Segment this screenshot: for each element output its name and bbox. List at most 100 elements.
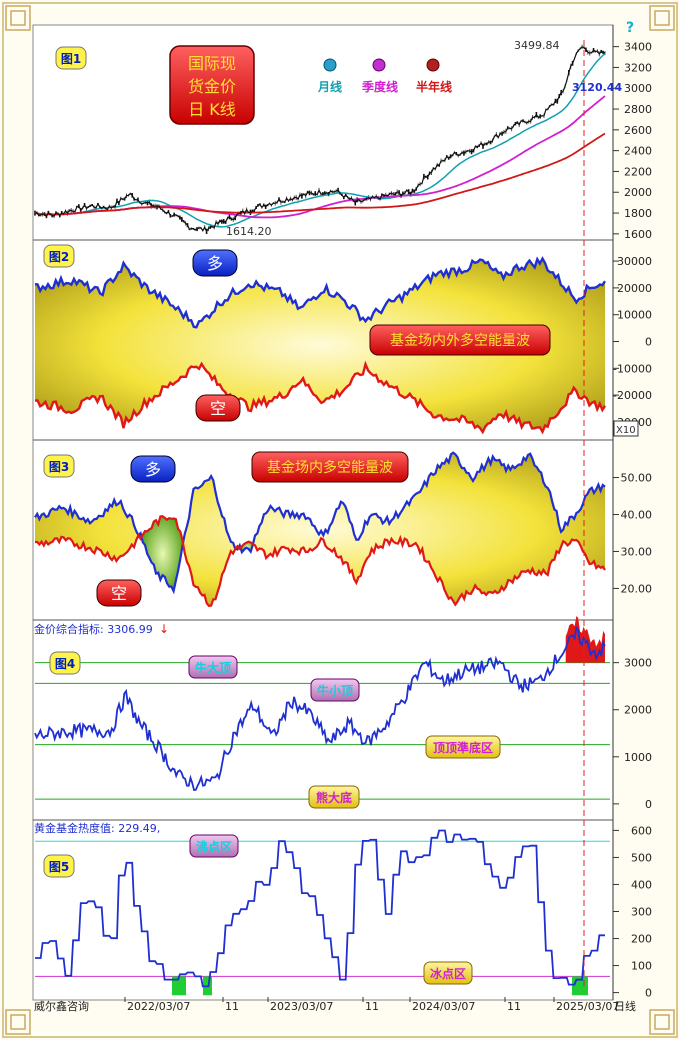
- x10-label: X10: [616, 425, 636, 436]
- fig5-badge: 图5: [43, 854, 75, 878]
- x-tick-label: 2022/03/07: [127, 1000, 190, 1013]
- p4-title: 金价综合指标: 3306.99: [34, 622, 153, 636]
- y-tick-label: 3200: [624, 61, 652, 74]
- y-tick-label: 20.00: [621, 582, 653, 595]
- fig4-badge: 图4: [49, 651, 81, 675]
- p5-boil: 沸点区: [196, 839, 232, 854]
- p5-title: 黄金基金热度值: 229.49,: [34, 821, 160, 835]
- title-box: 国际现 货金价 日 K线: [169, 45, 255, 125]
- panel3-bear-line: [35, 515, 606, 607]
- bull-label-2: 多: [207, 254, 223, 273]
- p5-heat-line: [35, 829, 605, 988]
- p5-boil-badge: 沸点区: [189, 834, 239, 858]
- panel1-price-chart: [34, 44, 606, 234]
- x-tick-label: 11: [365, 1000, 379, 1013]
- y-tick-label: 300: [631, 906, 652, 919]
- p4-mid-badge: 顶顶準底区: [425, 735, 501, 759]
- panel3-tag-text: 基金场内多空能量波: [267, 459, 393, 476]
- x-tick-label: 2025/03/07: [556, 1000, 619, 1013]
- x-tick-label: 2023/03/07: [270, 1000, 333, 1013]
- legend-quarter-dot: [372, 58, 386, 72]
- y-tick-label: 30.00: [621, 545, 653, 558]
- panel2-bull-line: [34, 256, 606, 329]
- fig2-label: 图2: [49, 250, 69, 264]
- fig4-label: 图4: [55, 657, 75, 671]
- y-tick-label: 30000: [617, 255, 652, 268]
- title-line1: 国际现: [188, 54, 236, 73]
- panel2-energy-wave: [34, 256, 607, 435]
- legend-quarter: 季度线: [361, 79, 398, 94]
- fig1-badge: 图1: [55, 46, 87, 70]
- panel3-energy-wave: [34, 451, 606, 607]
- y-tick-label: 3000: [624, 82, 652, 95]
- y-tick-label: 2800: [624, 103, 652, 116]
- panel3-bull-line: [34, 451, 606, 595]
- p4-small-top-badge: 牛小顶: [310, 678, 360, 702]
- y-tick-label: 0: [645, 798, 652, 811]
- fig3-label: 图3: [49, 460, 69, 474]
- x-axis: 2022/03/07 11 2023/03/07 11 2024/03/07 11 2025…: [124, 997, 619, 1013]
- y-tick-label: 10000: [617, 309, 652, 322]
- low-label: 1614.20: [226, 225, 272, 238]
- p4-bottom-badge: 熊大底: [308, 785, 360, 809]
- bear-badge-3: 空: [96, 579, 142, 607]
- y-tick-label: 40.00: [621, 509, 653, 522]
- y-tick-label: 2000: [624, 186, 652, 199]
- y-tick-label: 2400: [624, 145, 652, 158]
- y-tick-label: 100: [631, 960, 652, 973]
- panel3-tag: 基金场内多空能量波: [251, 451, 409, 483]
- bull-badge-3: 多: [130, 455, 176, 483]
- panel3-cross-fill: [142, 516, 183, 592]
- bull-badge-2: 多: [192, 249, 238, 277]
- legend-month-dot: [323, 58, 337, 72]
- x-tick-label: 2024/03/07: [412, 1000, 475, 1013]
- p5-buy-zone: [172, 976, 186, 996]
- half-ma-line: [34, 132, 606, 216]
- title-line2: 货金价: [188, 77, 236, 96]
- x-tick-label: 11: [225, 1000, 239, 1013]
- p4-big-top-badge: 牛大顶: [188, 655, 238, 679]
- y-tick-label: 1600: [624, 228, 652, 241]
- y-tick-label: 200: [631, 933, 652, 946]
- fig5-label: 图5: [49, 860, 69, 874]
- panel2-bear-line: [34, 360, 607, 435]
- corner-ornament-br: [649, 1009, 675, 1035]
- y-tick-label: 400: [631, 878, 652, 891]
- panel2-fill: [35, 258, 605, 432]
- x10-box: X10: [613, 420, 639, 437]
- x-tick-label: 11: [507, 1000, 521, 1013]
- p4-mid: 顶顶準底区: [433, 740, 493, 755]
- last-label: 3120.44: [572, 81, 622, 94]
- p4-bottom: 熊大底: [316, 790, 352, 805]
- y-tick-label: 1800: [624, 207, 652, 220]
- y-tick-label: 2200: [624, 165, 652, 178]
- y-tick-label: 600: [631, 824, 652, 837]
- corner-ornament-tl: [5, 5, 31, 31]
- y-tick-label: 1000: [624, 751, 652, 764]
- y-axis-ticks: 1600180020002200240026002800300032003400…: [613, 41, 652, 1000]
- help-icon[interactable]: ?: [626, 20, 634, 36]
- p4-big-top: 牛大顶: [195, 660, 231, 675]
- corner-ornament-bl: [5, 1009, 31, 1035]
- footer-right: 日线: [614, 999, 636, 1013]
- y-tick-label: 20000: [617, 282, 652, 295]
- p5-freeze-badge: 冰点区: [423, 961, 473, 985]
- p5-freeze: 冰点区: [430, 966, 466, 981]
- y-tick-label: 2000: [624, 704, 652, 717]
- fig3-badge: 图3: [43, 454, 75, 478]
- panel2-tag: 基金场内外多空能量波: [369, 324, 551, 356]
- peak-label: 3499.84: [514, 39, 560, 52]
- title-line3: 日 K线: [188, 100, 236, 119]
- y-tick-label: 0: [645, 987, 652, 1000]
- price-close-line: [34, 46, 606, 233]
- y-tick-label: 50.00: [621, 472, 653, 485]
- legend: 月线 季度线 半年线: [317, 58, 452, 94]
- legend-half: 半年线: [416, 79, 452, 94]
- legend-month: 月线: [317, 79, 342, 94]
- legend-half-dot: [426, 58, 440, 72]
- corner-ornament-tr: [649, 5, 675, 31]
- bull-label-3: 多: [145, 460, 161, 479]
- fig2-badge: 图2: [43, 244, 75, 268]
- footer-left: 威尔鑫咨询: [34, 999, 89, 1013]
